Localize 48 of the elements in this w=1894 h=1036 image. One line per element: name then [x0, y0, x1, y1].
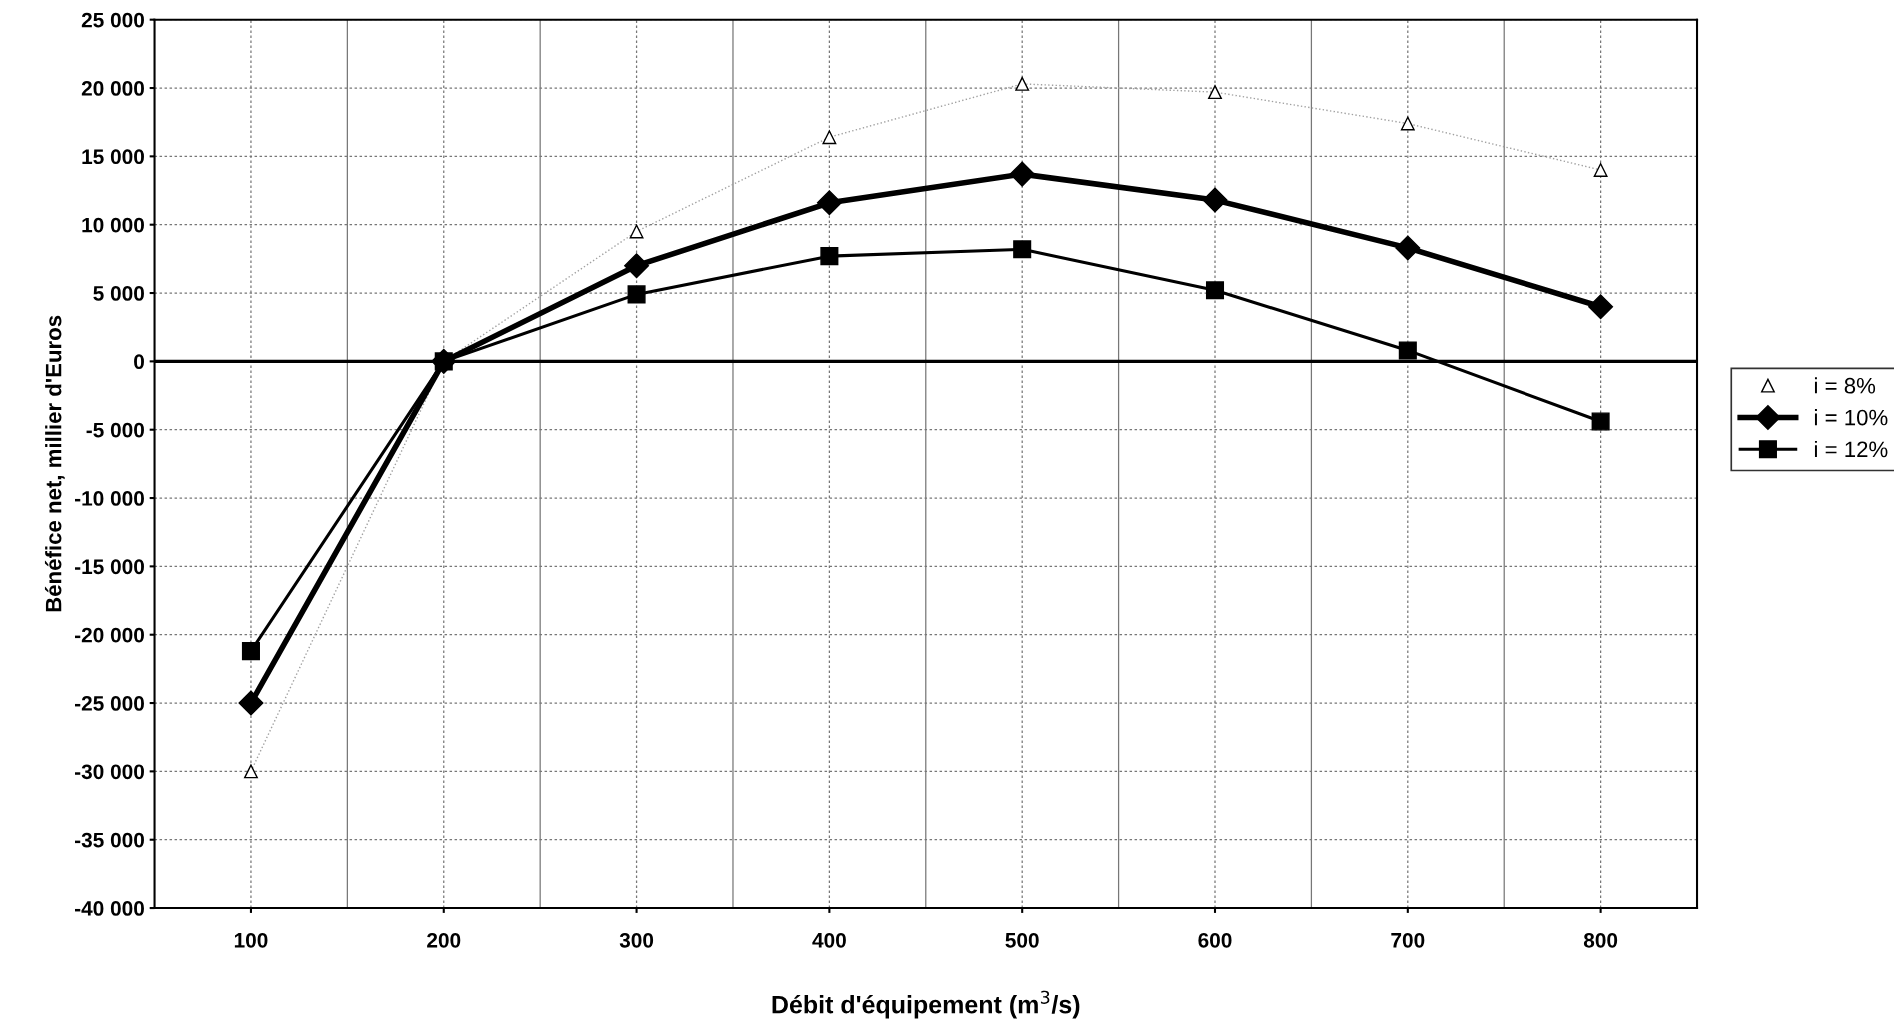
y-tick-label: 25 000 [81, 12, 144, 28]
legend-label: i = 10% [1814, 409, 1888, 426]
x-tick-label: 400 [812, 932, 846, 948]
point [1591, 412, 1610, 431]
y-axis-title: Bénéfice net, millier d'Euros [44, 315, 65, 612]
point [627, 285, 646, 304]
point [1588, 294, 1614, 320]
point [1009, 161, 1035, 187]
x-axis-title: Débit d'équipement (m$^{3}$/s) [772, 990, 1080, 1019]
y-tick-label: 0 [134, 354, 144, 370]
point [624, 253, 650, 279]
point [238, 690, 264, 716]
x-tick-label: 500 [1005, 932, 1039, 948]
y-tick-label: -20 000 [74, 627, 144, 643]
point [1398, 341, 1417, 360]
point [1208, 85, 1222, 100]
point [1013, 240, 1032, 259]
y-tick-label: -30 000 [74, 764, 144, 780]
x-tick-label: 800 [1583, 932, 1618, 948]
y-tick-label: -10 000 [74, 491, 144, 506]
point [629, 224, 644, 239]
y-tick-label: -35 000 [74, 832, 144, 848]
point [1202, 187, 1228, 213]
y-tick-label: -40 000 [74, 901, 144, 916]
y-tick-label: 15 000 [82, 149, 144, 165]
x-tick-label: 200 [427, 932, 461, 948]
point [1205, 281, 1225, 300]
point [1400, 116, 1415, 131]
y-tick-label: 5 000 [93, 286, 144, 301]
x-tick-label: 300 [619, 932, 654, 948]
point [1395, 235, 1421, 261]
point [820, 247, 839, 266]
point [244, 764, 258, 779]
x-tick-label: 600 [1198, 932, 1232, 948]
point [822, 130, 837, 145]
legend-label: i = 8% [1814, 377, 1876, 394]
point [1593, 163, 1608, 177]
point [241, 642, 260, 661]
y-tick-label: -15 000 [74, 559, 144, 575]
x-tick-label: 100 [234, 932, 268, 948]
y-tick-label: -25 000 [74, 696, 144, 711]
y-tick-label: 20 000 [81, 81, 144, 96]
point [816, 190, 842, 216]
x-tick-label: 700 [1391, 932, 1425, 948]
point [1015, 76, 1030, 91]
y-tick-label: -5 000 [86, 422, 144, 438]
y-tick-label: 10 000 [82, 217, 144, 233]
legend-label: i = 12% [1814, 440, 1888, 458]
